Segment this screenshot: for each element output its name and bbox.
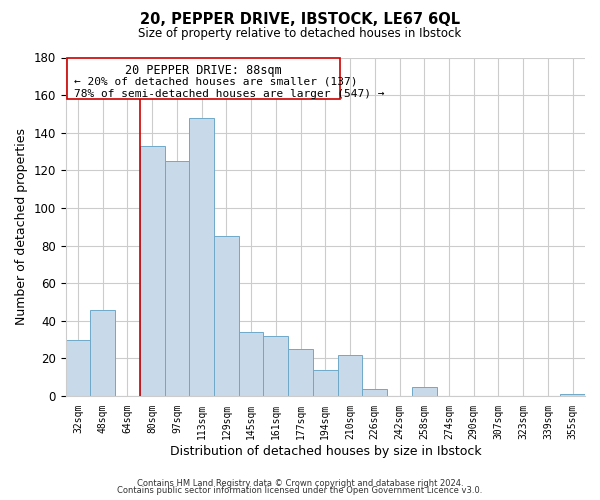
Text: Contains HM Land Registry data © Crown copyright and database right 2024.: Contains HM Land Registry data © Crown c… [137, 478, 463, 488]
Bar [362, 388, 387, 396]
Bar [338, 354, 362, 396]
Bar [239, 332, 263, 396]
FancyBboxPatch shape [67, 58, 340, 99]
Bar [164, 161, 190, 396]
Bar [560, 394, 585, 396]
Bar [412, 386, 437, 396]
Bar [313, 370, 338, 396]
Bar [140, 146, 164, 396]
Text: 78% of semi-detached houses are larger (547) →: 78% of semi-detached houses are larger (… [74, 90, 385, 100]
Text: 20 PEPPER DRIVE: 88sqm: 20 PEPPER DRIVE: 88sqm [125, 64, 282, 77]
Bar [214, 236, 239, 396]
Bar [190, 118, 214, 396]
Text: Contains public sector information licensed under the Open Government Licence v3: Contains public sector information licen… [118, 486, 482, 495]
Bar [288, 349, 313, 396]
Text: ← 20% of detached houses are smaller (137): ← 20% of detached houses are smaller (13… [74, 76, 358, 86]
X-axis label: Distribution of detached houses by size in Ibstock: Distribution of detached houses by size … [170, 444, 481, 458]
Text: 20, PEPPER DRIVE, IBSTOCK, LE67 6QL: 20, PEPPER DRIVE, IBSTOCK, LE67 6QL [140, 12, 460, 28]
Y-axis label: Number of detached properties: Number of detached properties [15, 128, 28, 326]
Bar [91, 310, 115, 396]
Text: Size of property relative to detached houses in Ibstock: Size of property relative to detached ho… [139, 28, 461, 40]
Bar [65, 340, 91, 396]
Bar [263, 336, 288, 396]
